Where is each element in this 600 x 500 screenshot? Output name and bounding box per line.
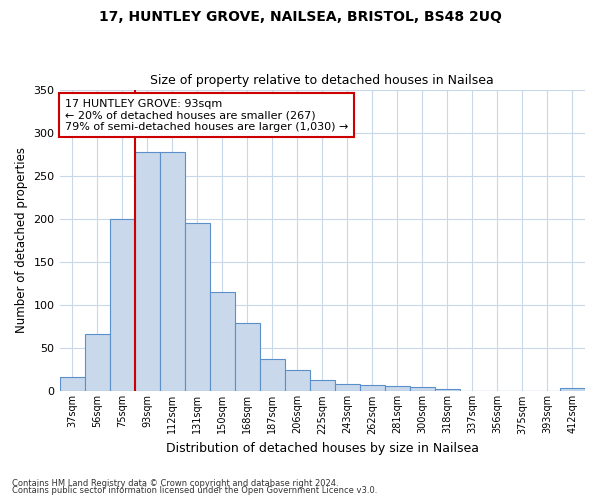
- Bar: [460, 390, 485, 392]
- Title: Size of property relative to detached houses in Nailsea: Size of property relative to detached ho…: [151, 74, 494, 87]
- Text: 17, HUNTLEY GROVE, NAILSEA, BRISTOL, BS48 2UQ: 17, HUNTLEY GROVE, NAILSEA, BRISTOL, BS4…: [98, 10, 502, 24]
- Bar: [209, 292, 235, 392]
- Bar: [385, 386, 410, 392]
- Text: Contains public sector information licensed under the Open Government Licence v3: Contains public sector information licen…: [12, 486, 377, 495]
- Bar: [110, 219, 134, 392]
- Bar: [160, 152, 185, 392]
- Bar: [360, 386, 385, 392]
- Bar: [285, 370, 310, 392]
- Bar: [59, 376, 85, 392]
- Bar: [134, 152, 160, 392]
- Bar: [260, 358, 285, 392]
- Bar: [560, 388, 585, 392]
- Bar: [235, 324, 260, 392]
- Bar: [510, 390, 535, 392]
- Text: Contains HM Land Registry data © Crown copyright and database right 2024.: Contains HM Land Registry data © Crown c…: [12, 478, 338, 488]
- Bar: [85, 334, 110, 392]
- X-axis label: Distribution of detached houses by size in Nailsea: Distribution of detached houses by size …: [166, 442, 479, 455]
- Bar: [485, 390, 510, 392]
- Bar: [310, 380, 335, 392]
- Bar: [410, 387, 435, 392]
- Bar: [185, 223, 209, 392]
- Y-axis label: Number of detached properties: Number of detached properties: [15, 148, 28, 334]
- Text: 17 HUNTLEY GROVE: 93sqm
← 20% of detached houses are smaller (267)
79% of semi-d: 17 HUNTLEY GROVE: 93sqm ← 20% of detache…: [65, 98, 348, 132]
- Bar: [435, 389, 460, 392]
- Bar: [335, 384, 360, 392]
